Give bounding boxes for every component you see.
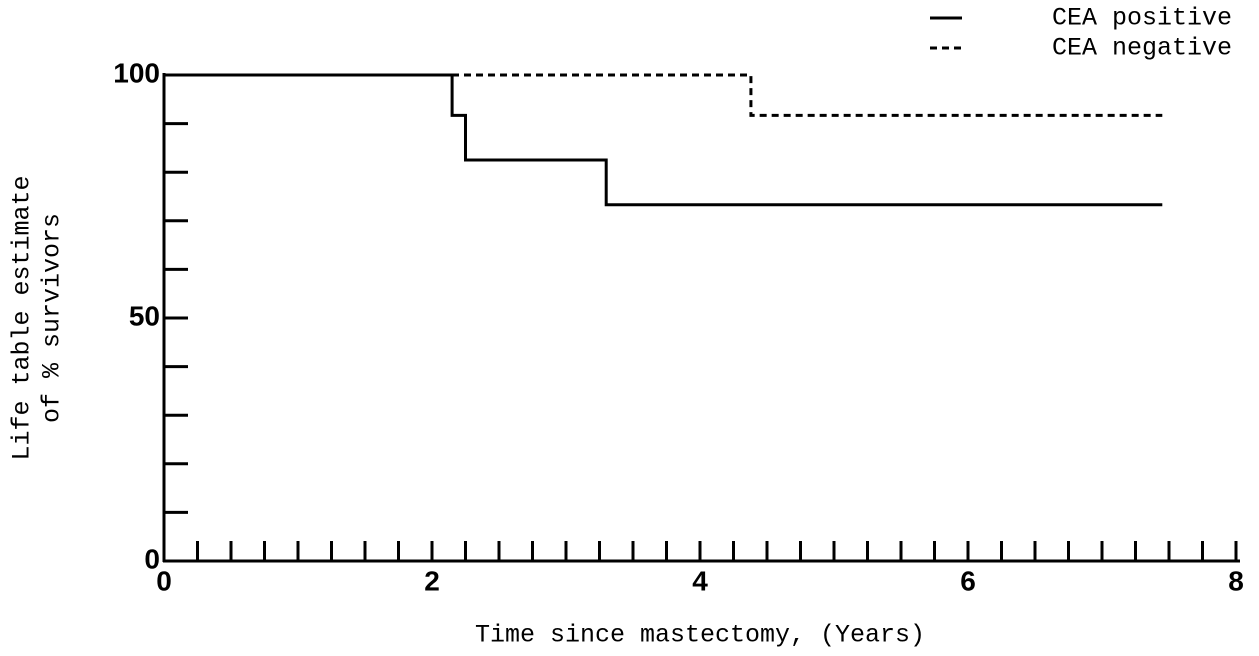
y-tick-label: 100	[113, 57, 160, 88]
x-tick-label: 2	[424, 565, 440, 596]
survival-line	[164, 73, 1163, 117]
y-tick-label: 0	[144, 543, 160, 574]
y-tick-label: 50	[129, 300, 160, 331]
x-tick-label: 4	[692, 565, 708, 596]
x-tick-label: 0	[156, 565, 172, 596]
legend-label: CEA negative	[1052, 34, 1232, 63]
y-axis-label: Life table estimate	[8, 175, 37, 460]
survival-line	[164, 73, 1163, 207]
x-axis-label: Time since mastectomy, (Years)	[475, 621, 925, 650]
x-tick-label: 6	[960, 565, 976, 596]
legend-label: CEA positive	[1052, 4, 1232, 33]
x-tick-label: 8	[1228, 565, 1244, 596]
y-axis-label: of % survivors	[38, 213, 67, 423]
